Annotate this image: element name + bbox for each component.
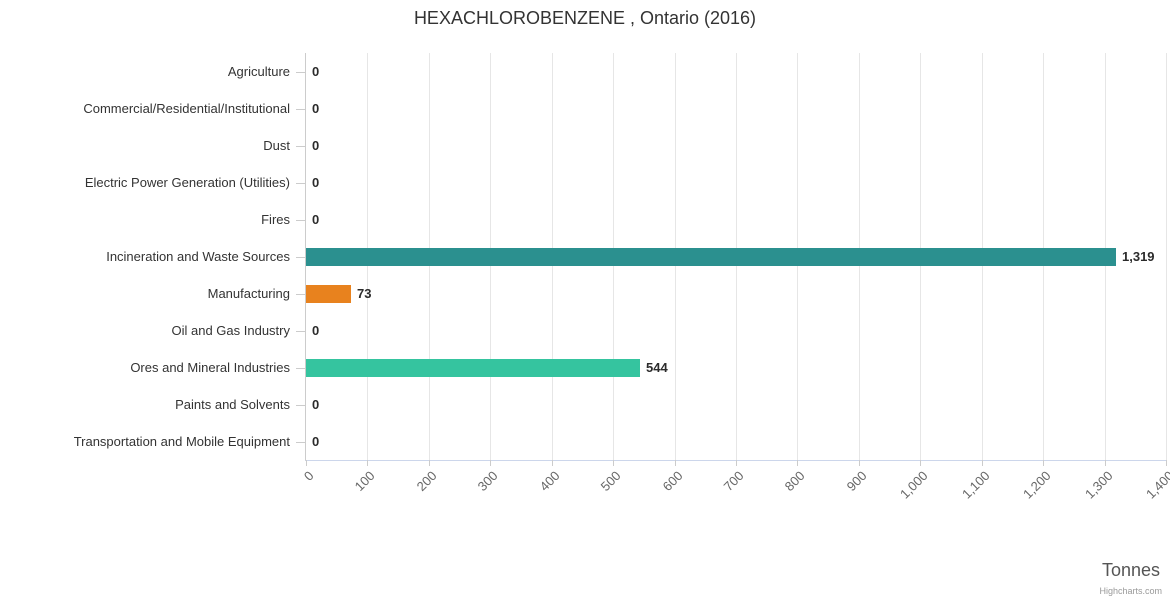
value-label: 0 (312, 323, 320, 338)
y-axis-tick (296, 294, 306, 295)
y-axis-tick (296, 109, 306, 110)
bar[interactable] (306, 359, 640, 377)
x-axis-tick (797, 460, 798, 466)
x-axis-tick (552, 460, 553, 466)
y-axis-tick (296, 442, 306, 443)
x-axis-label: 100 (351, 468, 378, 494)
value-label: 0 (312, 175, 320, 190)
highcharts-credit[interactable]: Highcharts.com (1099, 586, 1162, 596)
x-axis-label: 800 (781, 468, 808, 494)
x-axis-tick (1043, 460, 1044, 466)
x-axis-tick (613, 460, 614, 466)
value-label: 0 (312, 434, 320, 449)
category-label: Oil and Gas Industry (171, 323, 291, 338)
x-axis-tick (490, 460, 491, 466)
value-label: 1,319 (1122, 249, 1155, 264)
x-axis-label: 1,200 (1019, 468, 1054, 502)
bar[interactable] (306, 285, 351, 303)
x-axis-tick (1105, 460, 1106, 466)
plot-area: 0 100 200 300 400 500 600 700 800 900 1,000 1,100 1,… (296, 53, 1170, 502)
value-label: 0 (312, 101, 320, 116)
x-axis-tick (920, 460, 921, 466)
category-label: Ores and Mineral Industries (130, 360, 290, 375)
value-label: 73 (357, 286, 372, 301)
x-axis-label: 300 (474, 468, 501, 494)
value-label: 0 (312, 138, 320, 153)
x-axis-tick (1166, 460, 1167, 466)
y-axis-tick (296, 183, 306, 184)
category-label: Dust (263, 138, 290, 153)
bar[interactable] (306, 248, 1116, 266)
y-axis-tick (296, 405, 306, 406)
category-label: Paints and Solvents (175, 397, 290, 412)
category-label: Commercial/Residential/Institutional (83, 101, 290, 116)
category-label: Agriculture (227, 64, 290, 79)
x-axis-title: Tonnes (1101, 560, 1160, 580)
value-label: 544 (646, 360, 668, 375)
category-label: Incineration and Waste Sources (106, 249, 290, 264)
value-label: 0 (312, 64, 320, 79)
x-axis-label: 500 (597, 468, 624, 494)
gridline (1166, 53, 1167, 460)
x-axis-tick (367, 460, 368, 466)
category-label: Transportation and Mobile Equipment (73, 434, 290, 449)
x-axis-tick (859, 460, 860, 466)
x-axis-label: 1,000 (896, 468, 931, 502)
x-axis-tick (736, 460, 737, 466)
x-axis-tick (675, 460, 676, 466)
x-axis-tick (306, 460, 307, 466)
y-axis-tick (296, 257, 306, 258)
category-label: Manufacturing (207, 286, 290, 301)
category-axis: Agriculture Commercial/Residential/Instit… (0, 53, 290, 460)
y-axis-tick (296, 72, 306, 73)
y-axis-tick (296, 220, 306, 221)
y-axis-tick (296, 331, 306, 332)
x-axis-tick (429, 460, 430, 466)
category-label: Fires (261, 212, 290, 227)
x-axis-tick (982, 460, 983, 466)
y-axis-tick (296, 368, 306, 369)
chart-title: HEXACHLOROBENZENE , Ontario (2016) (413, 8, 757, 28)
y-axis-tick (296, 146, 306, 147)
category-label: Electric Power Generation (Utilities) (84, 175, 290, 190)
value-label: 0 (312, 397, 320, 412)
value-label: 0 (312, 212, 320, 227)
